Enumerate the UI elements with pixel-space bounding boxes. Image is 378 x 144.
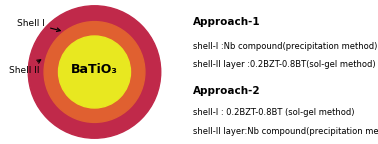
Text: Shell II: Shell II [9,60,41,75]
Circle shape [28,6,161,138]
Circle shape [44,22,145,122]
Text: Approach-1: Approach-1 [193,17,260,27]
Circle shape [59,36,130,108]
Text: shell-II layer:Nb compound(precipitation method): shell-II layer:Nb compound(precipitation… [193,127,378,136]
Text: shell-I :Nb compound(precipitation method): shell-I :Nb compound(precipitation metho… [193,42,377,51]
Text: shell-II layer :0.2BZT-0.8BT(sol-gel method): shell-II layer :0.2BZT-0.8BT(sol-gel met… [193,60,375,69]
Text: BaTiO₃: BaTiO₃ [71,63,118,76]
Text: Shell I: Shell I [17,19,60,32]
Text: Approach-2: Approach-2 [193,86,260,96]
Text: shell-I : 0.2BZT-0.8BT (sol-gel method): shell-I : 0.2BZT-0.8BT (sol-gel method) [193,108,354,117]
